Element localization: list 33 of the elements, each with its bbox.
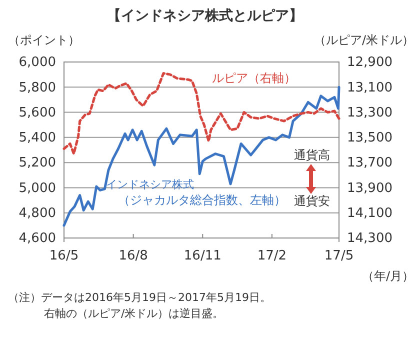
x-axis-title: （年/月） <box>362 269 414 283</box>
y-tick-label: 5,800 <box>18 80 56 96</box>
series-label: インドネシア株式 <box>106 178 194 191</box>
y-tick-label: 5,000 <box>18 180 56 196</box>
y-tick-label: 5,600 <box>18 105 56 120</box>
x-tick-label: 16/5 <box>49 248 79 264</box>
series-label: ルピア（右軸） <box>212 71 296 85</box>
y2-tick-label: 14,300 <box>347 231 392 246</box>
x-tick-label: 16/8 <box>118 248 148 264</box>
y-tick-label: 4,800 <box>18 206 56 222</box>
y2-tick-label: 13,700 <box>347 156 392 171</box>
x-tick-label: 17/2 <box>257 248 287 264</box>
y-tick-label: 5,200 <box>18 156 56 171</box>
y2-tick-label: 13,500 <box>347 130 392 146</box>
y2-tick-label: 13,900 <box>347 180 392 196</box>
y-axis-title: （ポイント） <box>8 33 80 47</box>
annotation: 通貨高 <box>294 148 330 162</box>
text: 右軸の（ルピア/米ドル）は逆目盛。 <box>44 307 224 320</box>
y2-tick-label: 13,100 <box>347 80 392 96</box>
y-tick-label: 4,600 <box>18 231 56 246</box>
x-tick-label: 17/5 <box>324 248 354 264</box>
y-tick-label: 6,000 <box>18 55 56 70</box>
line-series <box>62 86 340 227</box>
y2-tick-label: 14,100 <box>347 206 392 222</box>
x-tick-label: 16/11 <box>184 248 222 264</box>
y2-axis-title: （ルピア/米ドル） <box>314 33 414 47</box>
chart-title: 【インドネシア株式とルピア】 <box>107 8 303 24</box>
y2-tick-label: 12,900 <box>347 55 392 70</box>
text: （注）データは2016年5月19日～2017年5月19日。 <box>8 291 271 304</box>
y2-tick-label: 13,300 <box>347 105 392 120</box>
y-tick-label: 5,400 <box>18 130 56 146</box>
annotation: （ジャカルタ総合指数、左軸） <box>118 193 286 207</box>
annotation: 通貨安 <box>294 194 330 208</box>
